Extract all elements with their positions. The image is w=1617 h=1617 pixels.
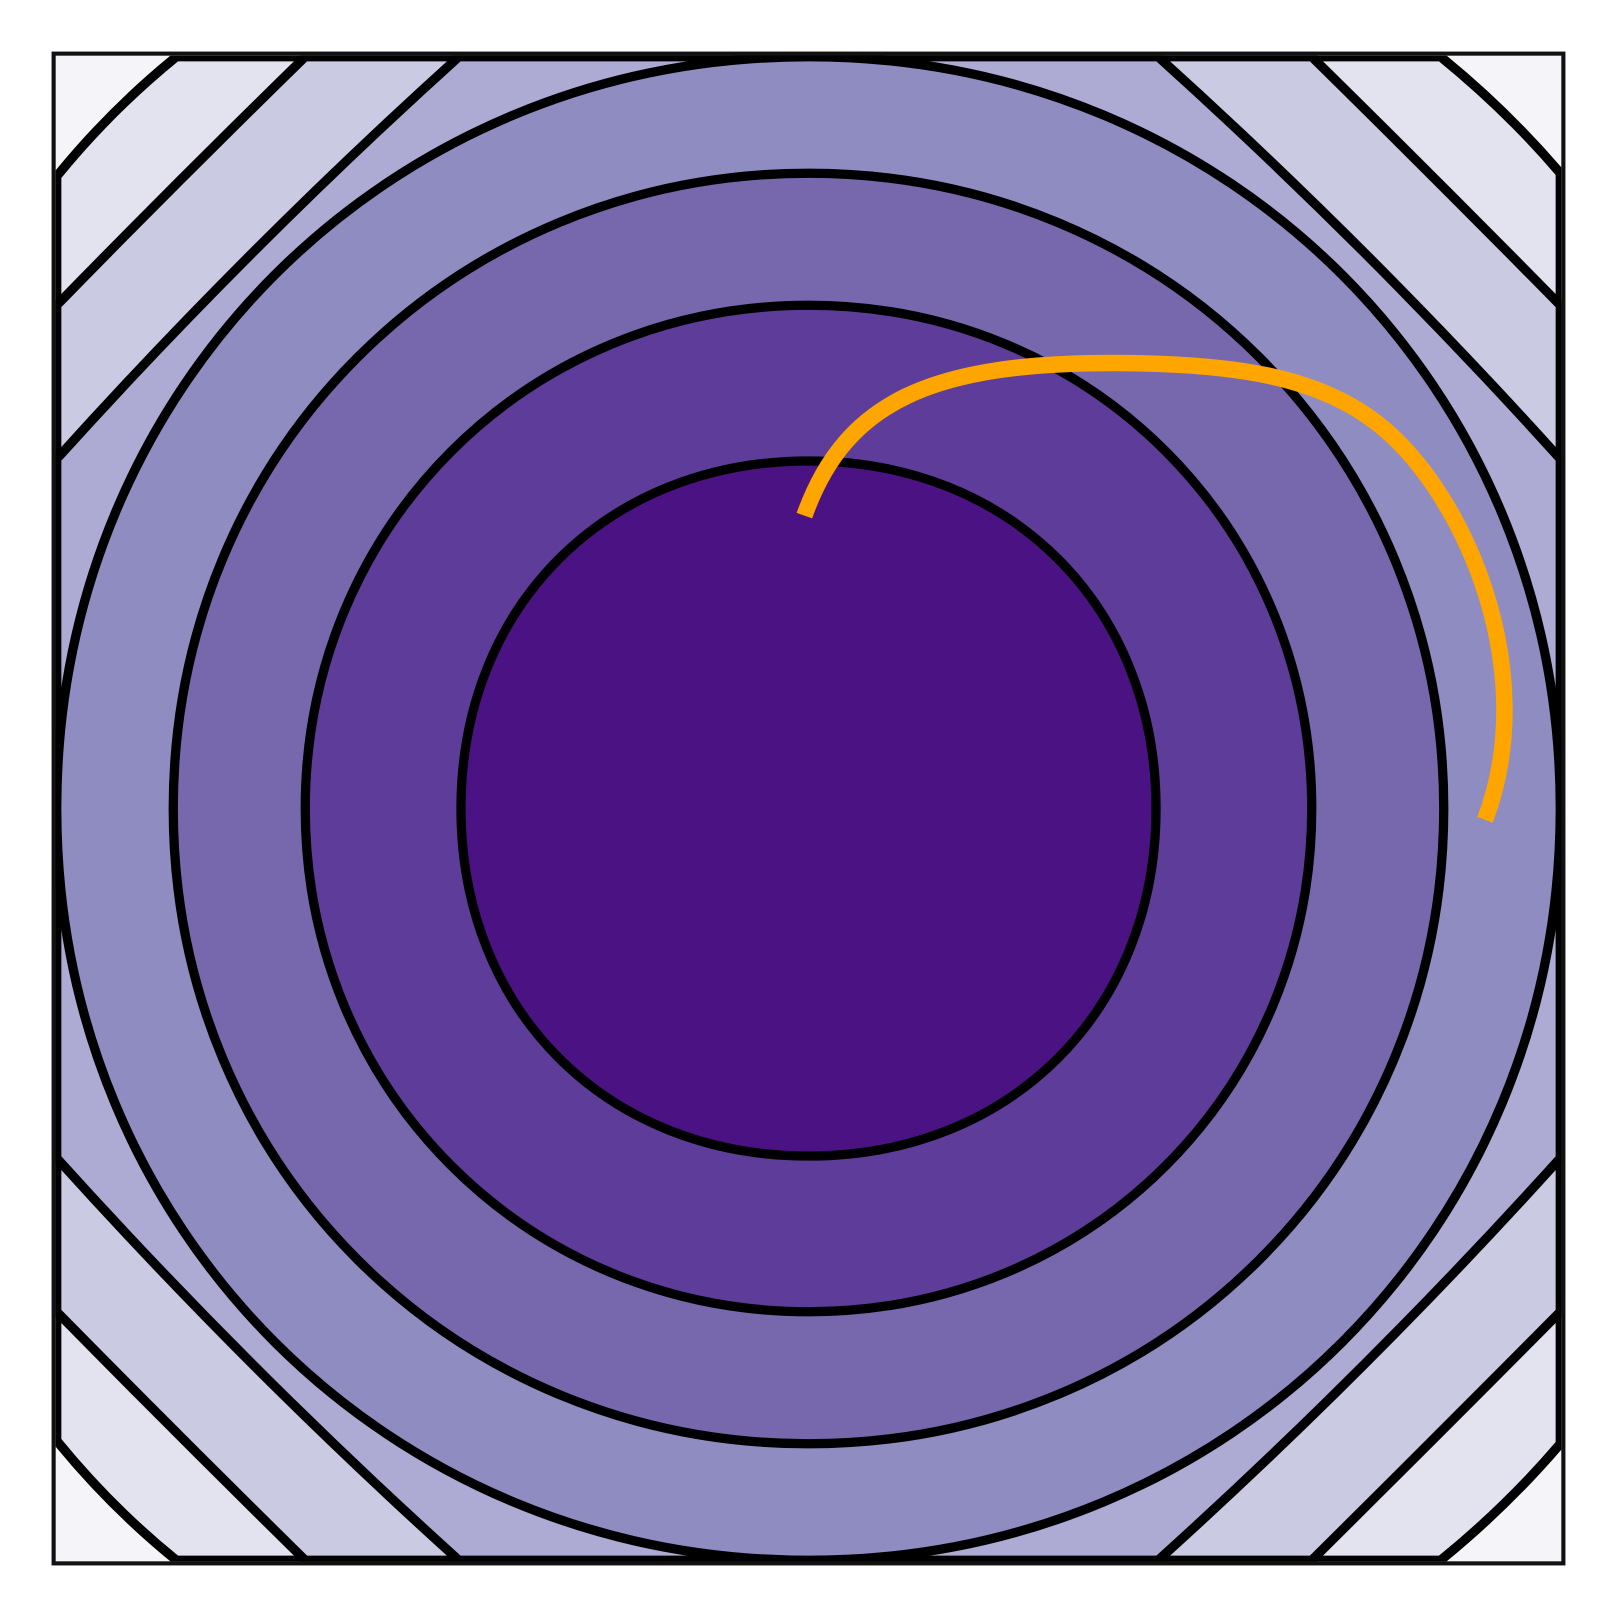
optimization-path: [796, 354, 1513, 823]
contour-region: [456, 456, 1161, 1161]
contour-rings: [52, 52, 1565, 1565]
plot-frame: [51, 51, 1566, 1566]
